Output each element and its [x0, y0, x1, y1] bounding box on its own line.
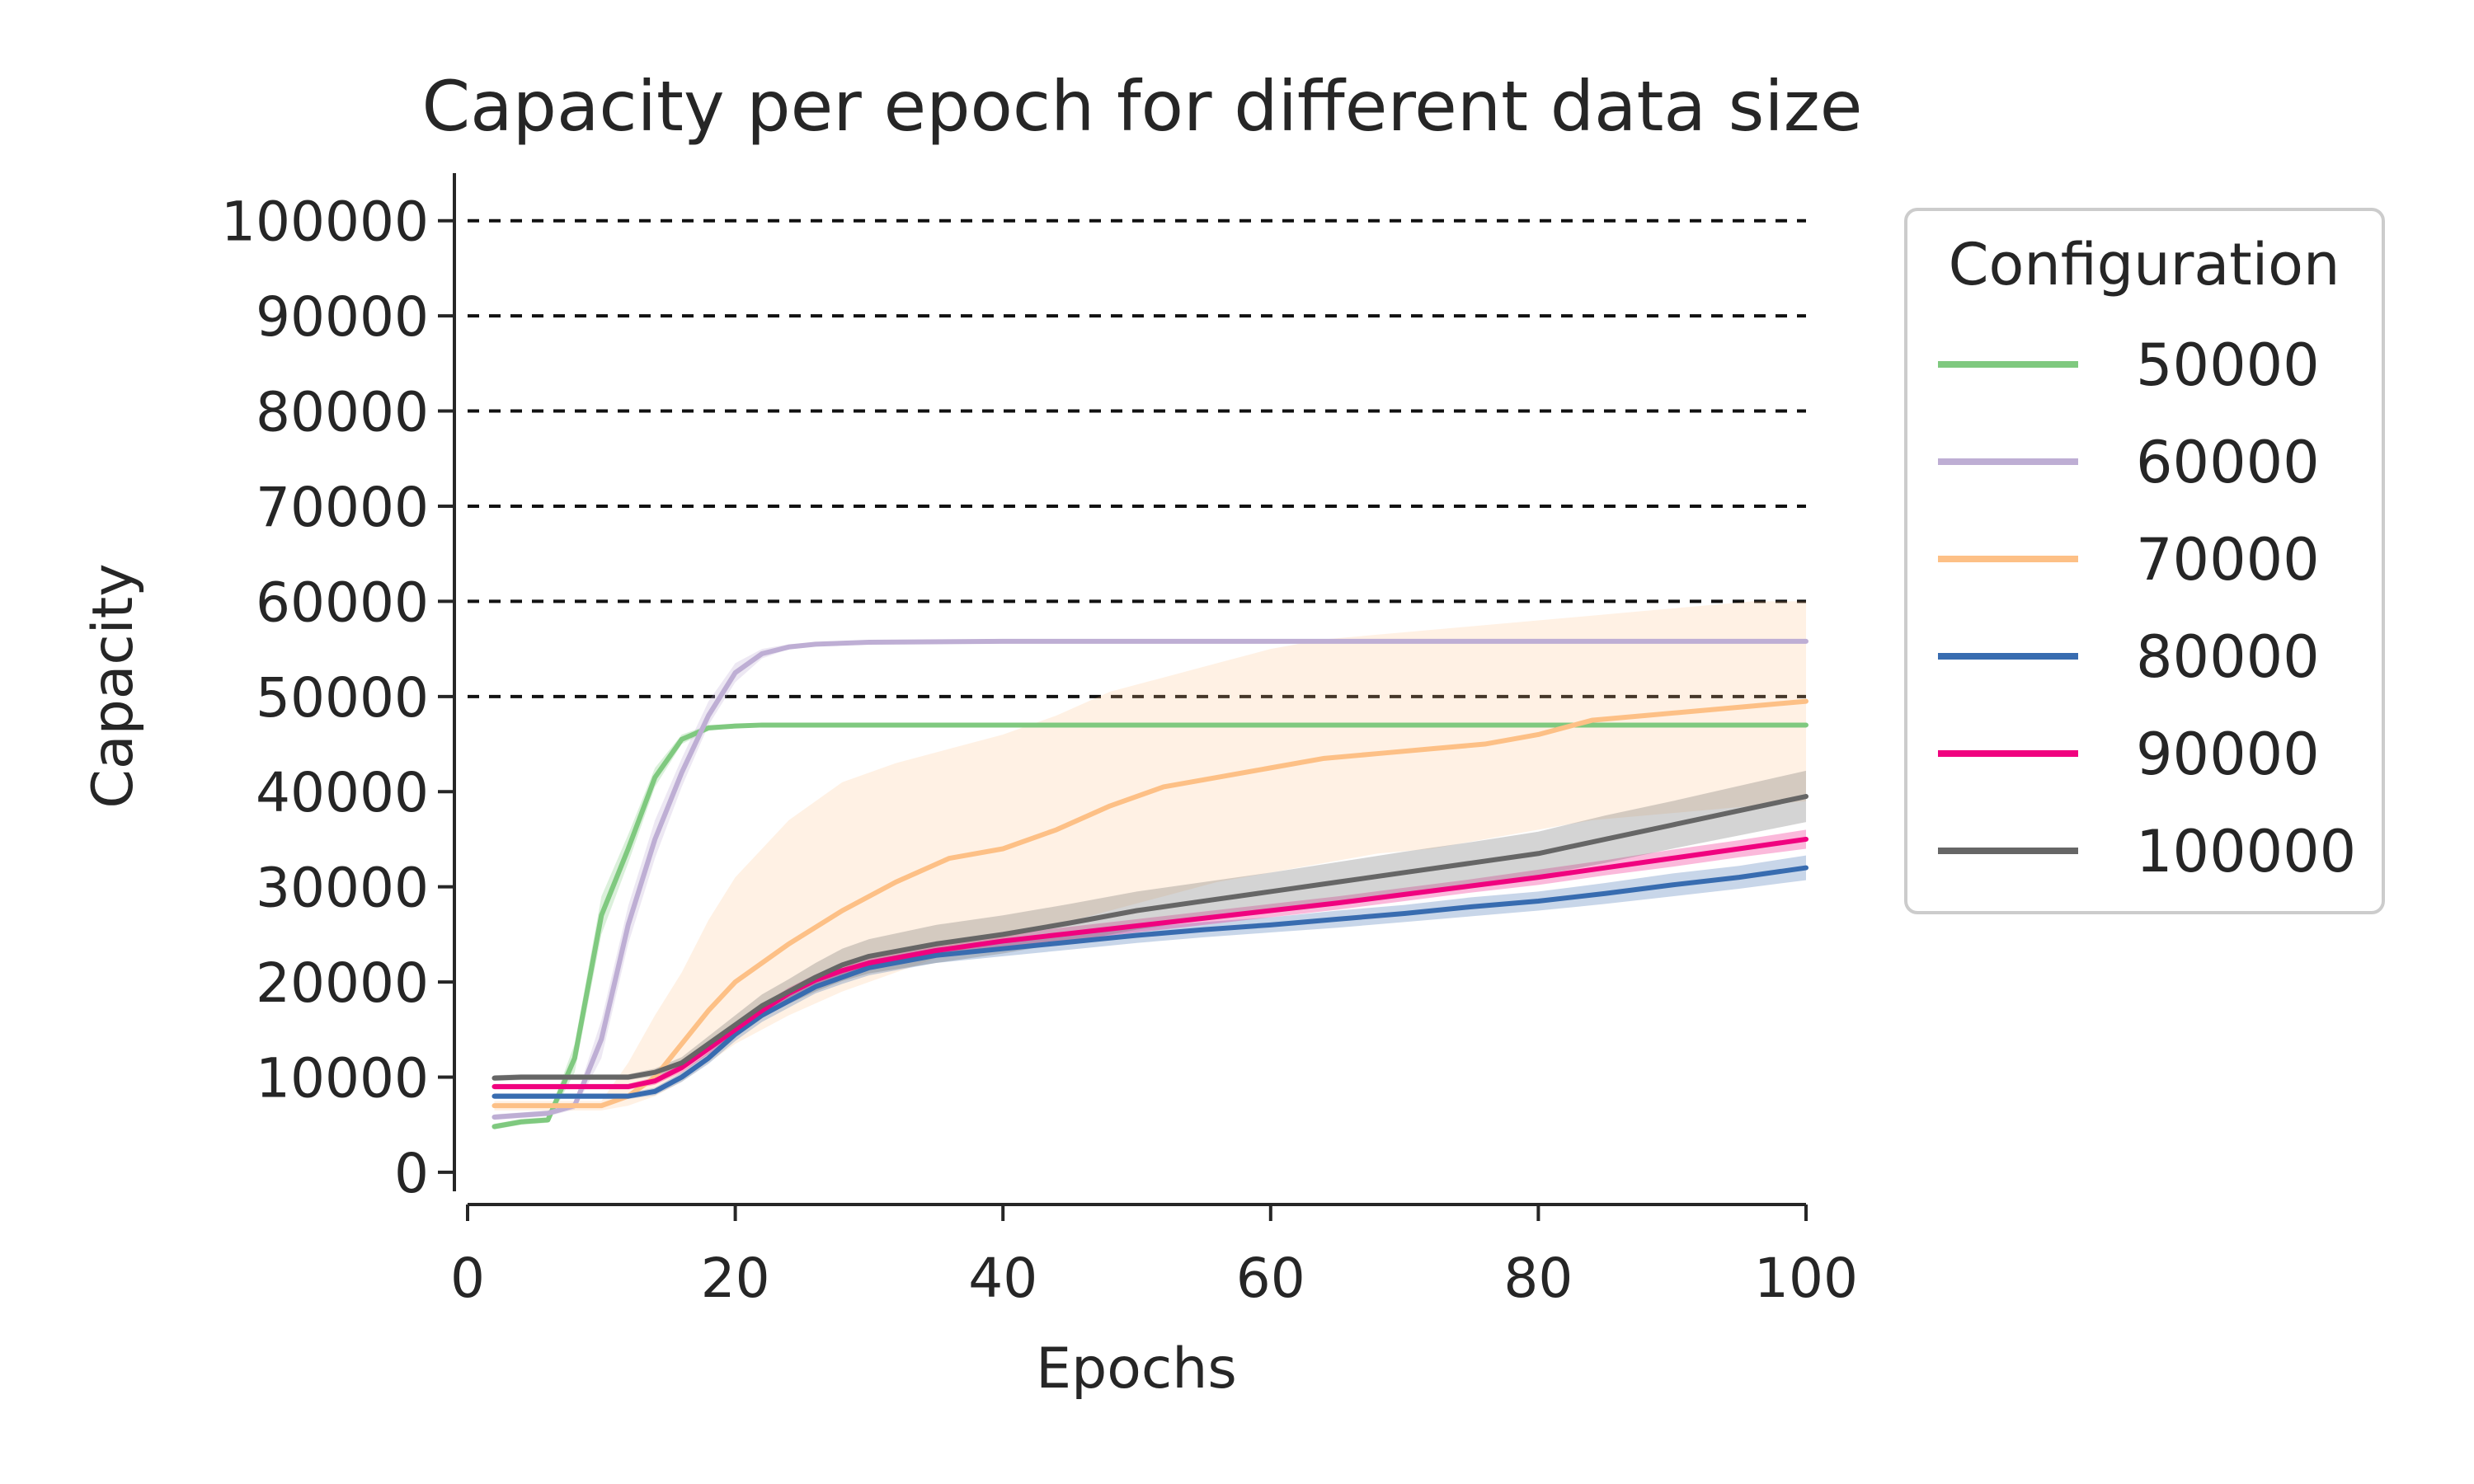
series-line-100000	[492, 794, 1808, 1081]
legend: Configuration 50000 60000 70000 80000 90000 1…	[1904, 208, 2385, 914]
y-tick-label: 60000	[256, 571, 429, 634]
y-tick-label: 20000	[256, 951, 429, 1015]
legend-label-90000: 90000	[2136, 721, 2320, 788]
y-ticks: 0 10000 20000 30000 40000 50000 60000 70000 8000…	[221, 190, 454, 1205]
legend-label-80000: 80000	[2136, 623, 2320, 691]
band-80000	[494, 855, 1807, 1100]
y-tick-label: 90000	[256, 285, 429, 349]
chart-title: Capacity per epoch for different data si…	[422, 66, 1863, 147]
series-line-60000	[492, 638, 1808, 1120]
series-line-50000	[492, 722, 1808, 1129]
y-tick-label: 70000	[256, 476, 429, 539]
legend-title: Configuration	[1949, 231, 2340, 298]
y-tick-label: 10000	[256, 1046, 429, 1110]
y-axis-label: Capacity	[81, 563, 146, 808]
y-tick-label: 40000	[256, 761, 429, 824]
legend-label-70000: 70000	[2136, 526, 2320, 594]
legend-label-60000: 60000	[2136, 429, 2320, 496]
x-tick-label: 80	[1503, 1247, 1573, 1310]
x-tick-label: 60	[1236, 1247, 1305, 1310]
y-tick-label: 100000	[221, 190, 429, 254]
series-line-90000	[492, 836, 1808, 1090]
y-tick-label: 50000	[256, 666, 429, 730]
x-ticks: 0 20 40 60 80 100	[450, 1205, 1858, 1310]
y-tick-label: 0	[394, 1142, 429, 1205]
reference-lines	[468, 218, 1806, 698]
legend-box	[1904, 208, 2385, 914]
legend-label-100000: 100000	[2136, 818, 2356, 885]
y-tick-label: 80000	[256, 381, 429, 444]
x-axis-label: Epochs	[1036, 1336, 1237, 1402]
y-tick-label: 30000	[256, 857, 429, 920]
x-tick-label: 100	[1754, 1247, 1858, 1310]
series-line-80000	[492, 865, 1808, 1099]
axes	[453, 173, 1806, 1206]
x-tick-label: 40	[968, 1247, 1037, 1310]
legend-label-50000: 50000	[2136, 331, 2320, 399]
series-lines	[492, 638, 1808, 1129]
x-tick-label: 0	[450, 1247, 485, 1310]
x-tick-label: 20	[701, 1247, 770, 1310]
